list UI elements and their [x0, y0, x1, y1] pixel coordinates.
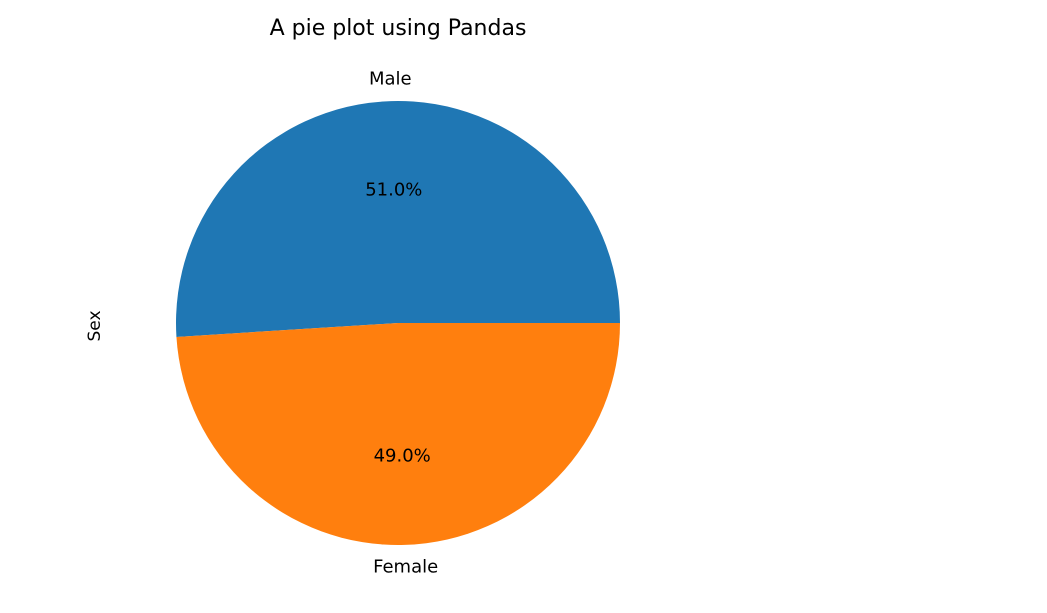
y-axis-label: Sex: [85, 310, 105, 341]
category-label-female: Female: [373, 557, 438, 578]
pie-labels: 51.0% Male 49.0% Female: [365, 68, 438, 577]
category-label-male: Male: [369, 68, 412, 89]
percent-label-female: 49.0%: [374, 446, 431, 467]
chart-title: A pie plot using Pandas: [270, 16, 527, 41]
pie-slice-male: [175, 100, 620, 337]
pie-slices: [175, 100, 621, 545]
percent-label-male: 51.0%: [365, 179, 422, 200]
pie-slice-female: [176, 323, 621, 545]
